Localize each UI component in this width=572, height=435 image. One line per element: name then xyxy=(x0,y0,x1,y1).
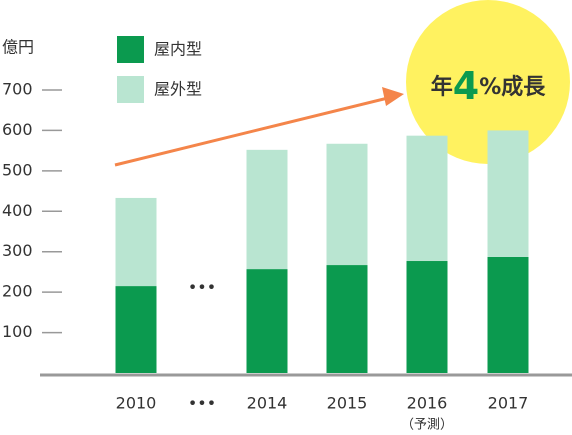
bar-segment xyxy=(246,269,288,373)
y-tick-label: 200 xyxy=(2,282,33,301)
legend-swatch xyxy=(117,36,144,63)
trend-arrow xyxy=(114,96,389,167)
bar-segment xyxy=(115,197,157,287)
annotation-prefix: 年 xyxy=(431,74,453,100)
y-tick-label: 100 xyxy=(2,322,33,341)
annotation-suffix: %成長 xyxy=(479,75,546,100)
bar-segment xyxy=(115,286,157,373)
x-tick-label: 2016 xyxy=(407,394,448,413)
y-tick-label: 400 xyxy=(2,201,33,220)
x-tick-note: （予測） xyxy=(401,418,453,433)
bar-segment xyxy=(406,135,448,262)
bar-segment xyxy=(487,256,529,373)
legend-label: 屋外型 xyxy=(154,80,202,99)
annotation-highlight: 4 xyxy=(453,64,479,108)
x-tick-label: 2014 xyxy=(247,394,288,413)
bar-segment xyxy=(326,265,368,373)
y-tick-label: 500 xyxy=(2,160,33,179)
bar-segment xyxy=(487,130,529,257)
bar-segment xyxy=(326,143,368,266)
annotation: 年4%成長 xyxy=(431,64,547,108)
y-tick-label: 700 xyxy=(2,80,33,99)
legend-swatch xyxy=(117,76,144,103)
x-tick-label: 2015 xyxy=(327,394,368,413)
bar-segment xyxy=(406,261,448,373)
x-tick-label: 2017 xyxy=(488,394,529,413)
legend-label: 屋内型 xyxy=(154,40,202,59)
y-axis-label: 億円 xyxy=(2,38,34,57)
y-tick-label: 300 xyxy=(2,241,33,260)
bar-segment xyxy=(246,149,288,270)
arrow-head xyxy=(382,87,404,106)
x-tick-label: ••• xyxy=(188,394,216,413)
x-tick-label: 2010 xyxy=(116,394,157,413)
gap-marker: ••• xyxy=(188,278,216,297)
y-tick-label: 600 xyxy=(2,120,33,139)
highlight-circle xyxy=(406,0,570,164)
